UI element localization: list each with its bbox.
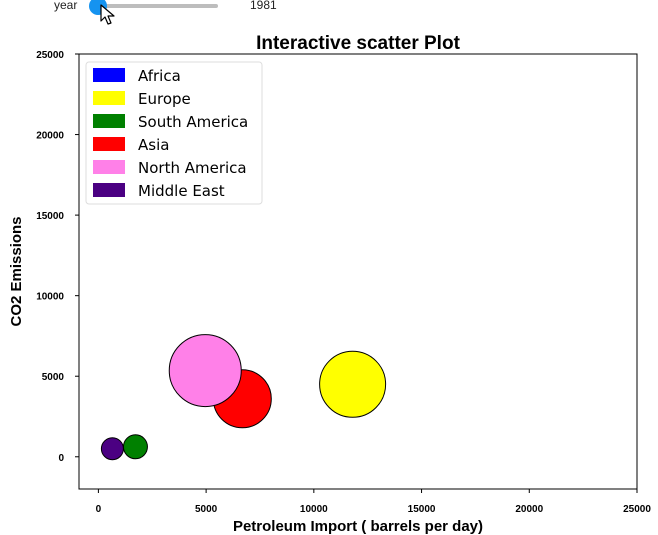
legend-label: North America [138, 159, 247, 177]
y-tick-label: 5000 [42, 372, 65, 383]
legend-swatch [93, 91, 125, 105]
legend-swatch [93, 160, 125, 174]
legend-label: Africa [138, 67, 181, 85]
y-axis-label: CO2 Emissions [8, 216, 25, 326]
x-tick-label: 15000 [408, 504, 436, 515]
x-tick-label: 20000 [515, 504, 543, 515]
legend-swatch [93, 183, 125, 197]
y-tick-label: 20000 [36, 131, 64, 142]
bubble-north-america [168, 334, 242, 408]
legend: Africa Europe South America Asia North Ameri… [85, 61, 263, 205]
legend-swatch [93, 68, 125, 82]
legend-swatch [93, 114, 125, 128]
bubble-south-america [122, 434, 148, 460]
legend-swatch [93, 137, 125, 151]
mouse-cursor-icon [100, 4, 115, 25]
y-tick-label: 10000 [36, 292, 64, 303]
legend-label: Middle East [138, 182, 225, 200]
bubble-europe [319, 350, 387, 418]
chart-title: Interactive scatter Plot [256, 33, 460, 54]
year-slider-track[interactable] [98, 4, 218, 8]
x-axis-ticks: 0 5000 10000 15000 20000 25000 [96, 489, 651, 515]
year-slider[interactable]: year 1981 [0, 0, 658, 15]
y-tick-label: 15000 [36, 211, 64, 222]
year-slider-value: 1981 [250, 0, 277, 12]
x-tick-label: 10000 [300, 504, 328, 515]
y-axis-ticks: 0 5000 10000 15000 20000 25000 [36, 50, 79, 464]
legend-box [85, 61, 263, 205]
y-tick-label: 25000 [36, 50, 64, 61]
y-tick-label: 0 [58, 453, 64, 464]
legend-label: Europe [138, 90, 191, 108]
data-points [100, 334, 387, 461]
x-axis-label: Petroleum Import ( barrels per day) [233, 518, 483, 535]
legend-label: South America [138, 113, 248, 131]
x-tick-label: 25000 [623, 504, 651, 515]
x-tick-label: 0 [96, 504, 102, 515]
legend-label: Asia [138, 136, 169, 154]
x-tick-label: 5000 [195, 504, 218, 515]
plot-frame [78, 53, 638, 490]
year-slider-label: year [54, 0, 78, 12]
bubble-middle-east [100, 437, 124, 461]
